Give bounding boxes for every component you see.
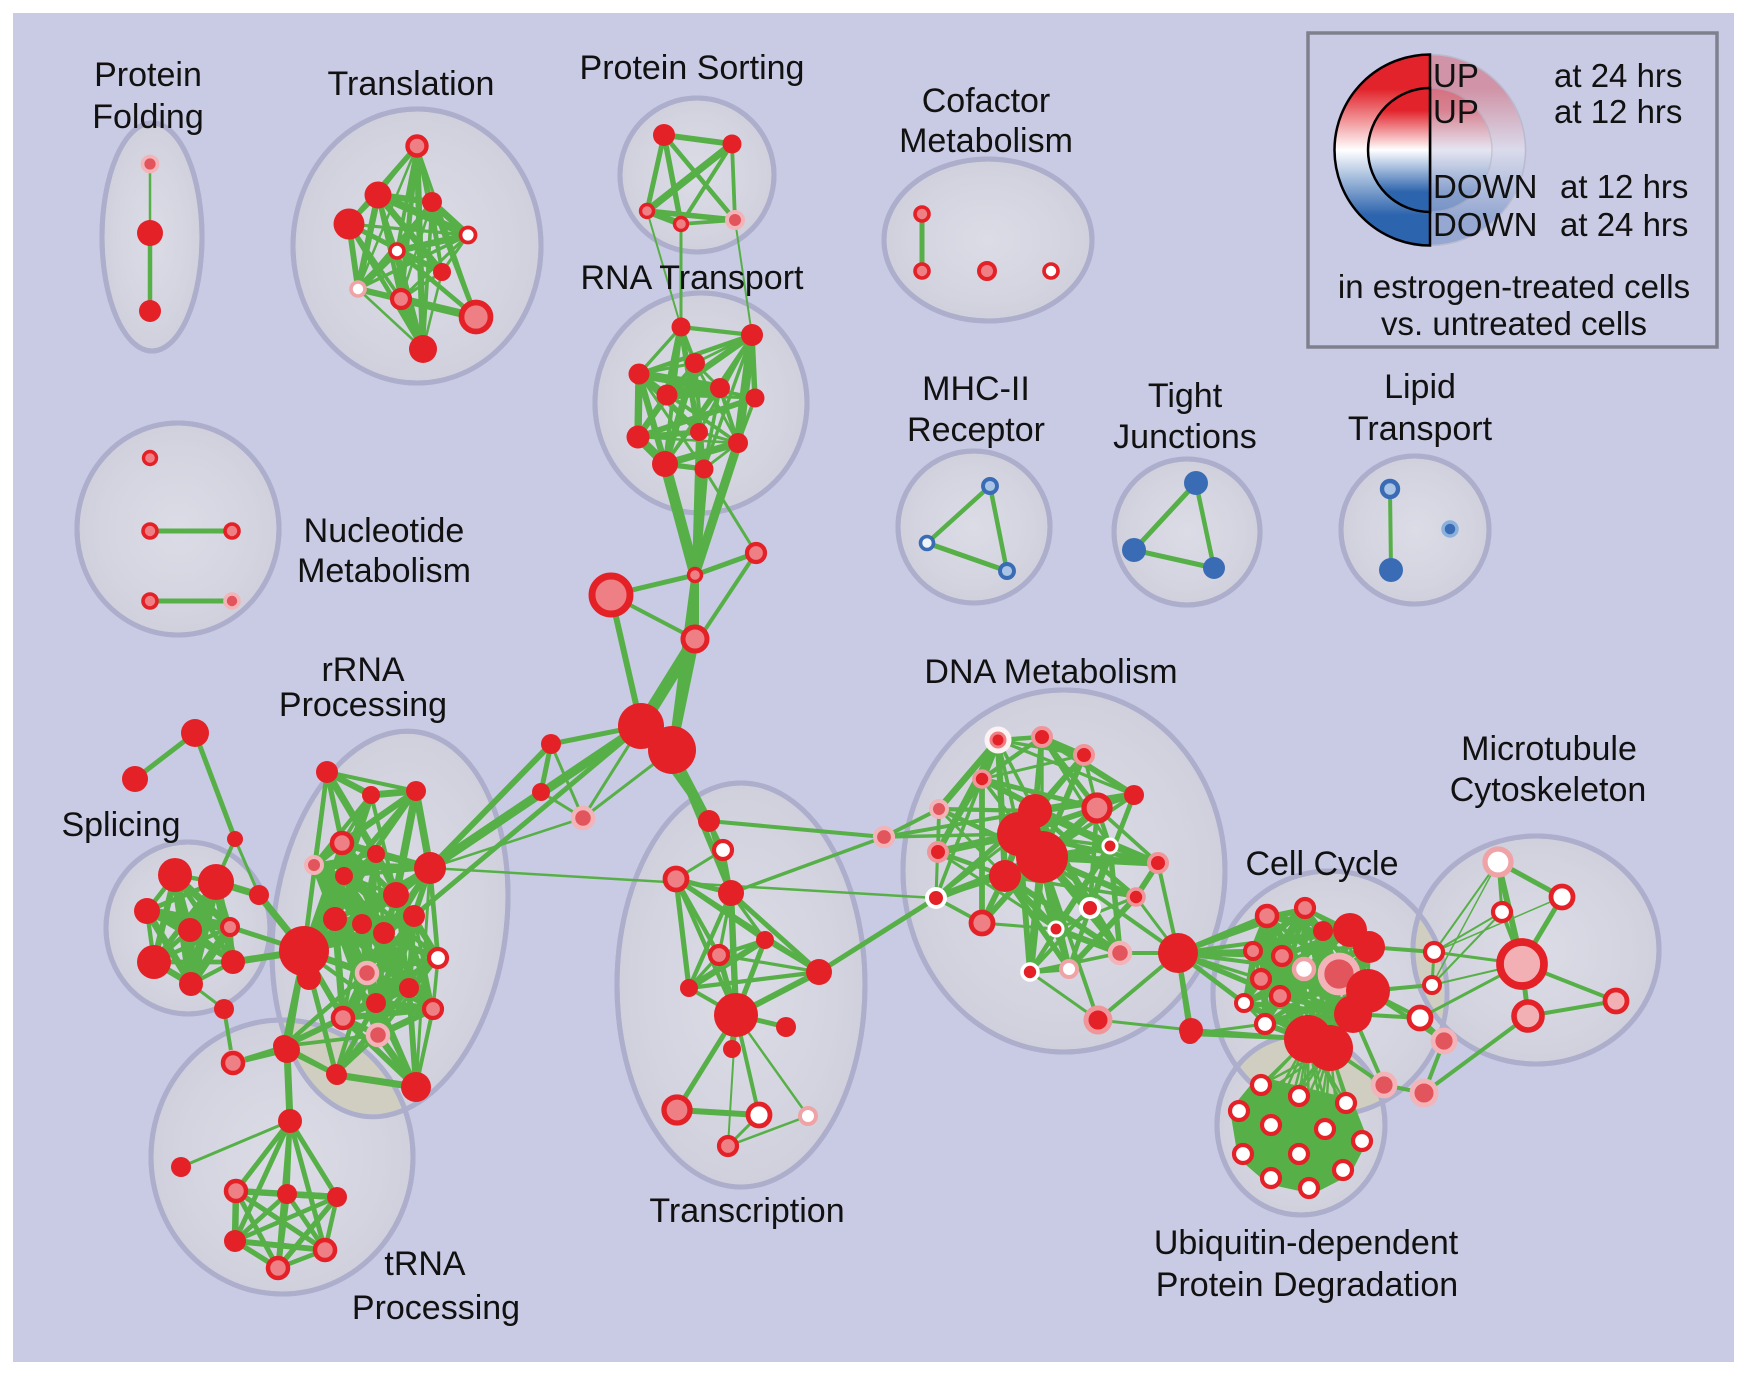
svg-text:Nucleotide: Nucleotide (304, 512, 465, 550)
svg-text:at 12 hrs: at 12 hrs (1560, 168, 1688, 205)
svg-text:Receptor: Receptor (907, 411, 1045, 449)
svg-text:Protein: Protein (94, 56, 202, 94)
svg-text:DOWN: DOWN (1433, 206, 1537, 243)
svg-text:Splicing: Splicing (61, 806, 180, 844)
svg-text:DOWN: DOWN (1433, 168, 1537, 205)
svg-text:DNA Metabolism: DNA Metabolism (924, 653, 1177, 691)
svg-text:tRNA: tRNA (384, 1245, 466, 1283)
svg-text:Processing: Processing (352, 1289, 520, 1327)
svg-text:UP: UP (1433, 93, 1479, 130)
svg-text:rRNA: rRNA (321, 651, 404, 689)
svg-text:MHC-II: MHC-II (922, 370, 1030, 408)
svg-text:at 24 hrs: at 24 hrs (1554, 57, 1682, 94)
svg-text:RNA Transport: RNA Transport (581, 259, 805, 297)
svg-text:UP: UP (1433, 57, 1479, 94)
svg-text:Folding: Folding (92, 98, 204, 136)
svg-text:Protein Sorting: Protein Sorting (580, 49, 805, 87)
svg-text:Protein Degradation: Protein Degradation (1156, 1266, 1458, 1304)
svg-text:Cell Cycle: Cell Cycle (1245, 845, 1398, 883)
svg-text:Transport: Transport (1348, 410, 1493, 448)
svg-text:Junctions: Junctions (1113, 418, 1257, 456)
svg-text:Lipid: Lipid (1384, 368, 1456, 406)
svg-text:Microtubule: Microtubule (1461, 730, 1637, 768)
svg-text:Processing: Processing (279, 686, 447, 724)
svg-text:Translation: Translation (328, 65, 495, 103)
svg-text:at 24 hrs: at 24 hrs (1560, 206, 1688, 243)
svg-text:at 12 hrs: at 12 hrs (1554, 93, 1682, 130)
svg-text:Transcription: Transcription (649, 1192, 844, 1230)
svg-text:Tight: Tight (1148, 377, 1223, 415)
svg-text:in estrogen-treated cells: in estrogen-treated cells (1338, 268, 1690, 305)
svg-text:Cytoskeleton: Cytoskeleton (1450, 771, 1647, 809)
svg-text:Ubiquitin-dependent: Ubiquitin-dependent (1154, 1224, 1459, 1262)
svg-text:Metabolism: Metabolism (297, 552, 471, 590)
svg-text:Cofactor: Cofactor (922, 82, 1051, 120)
svg-text:Metabolism: Metabolism (899, 122, 1073, 160)
svg-text:vs. untreated cells: vs. untreated cells (1381, 305, 1647, 342)
